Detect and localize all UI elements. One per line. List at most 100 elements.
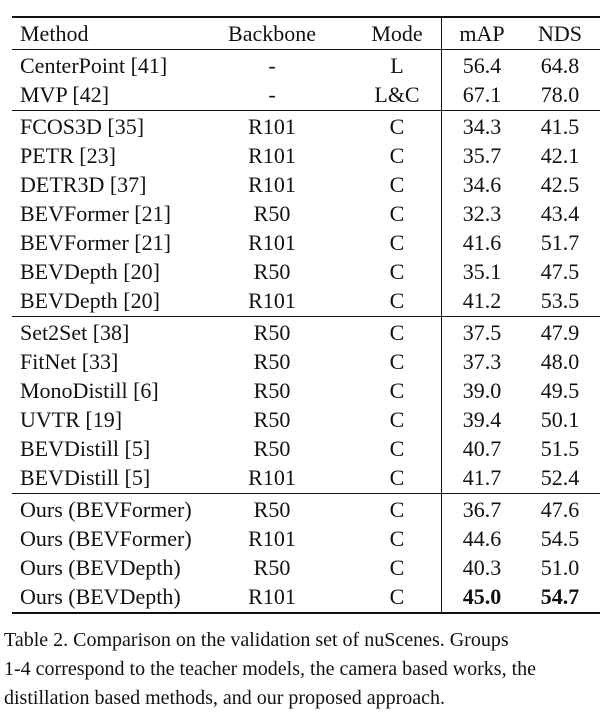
caption-line: distillation based methods, and our prop… [4,687,446,709]
cell-nds: 47.5 [540,259,580,284]
table-row: BEVDepth [20] R101 C 41.2 53.5 [12,286,600,315]
cell-backbone: R101 [248,230,296,255]
cell-method: BEVDepth [20] [20,259,160,284]
cell-mode: C [389,349,405,374]
cell-nds: 64.8 [540,53,580,78]
cell-method: BEVDistill [5] [20,465,151,490]
header-map: mAP [459,21,505,46]
table-row: Ours (BEVFormer) R101 C 44.6 54.5 [12,524,600,553]
cell-method: FCOS3D [35] [20,114,145,139]
cell-method: Ours (BEVFormer) [20,526,192,551]
table-row: MonoDistill [6] R50 C 39.0 49.5 [12,376,600,405]
cell-nds: 47.6 [540,497,580,522]
cell-map: 35.7 [462,143,502,168]
cell-mode: C [389,407,405,432]
cell-backbone: R101 [248,288,296,313]
cell-map: 45.0 [462,584,502,609]
cell-map: 37.5 [462,320,502,345]
cell-mode: C [389,114,405,139]
cell-nds: 49.5 [540,378,580,403]
cell-backbone: R50 [253,407,291,432]
header-row: Method Backbone Mode mAP NDS [12,19,600,48]
cell-nds: 47.9 [540,320,580,345]
cell-nds: 42.5 [540,172,580,197]
cell-backbone: R101 [248,584,296,609]
cell-backbone: R101 [248,172,296,197]
cell-mode: C [389,436,405,461]
cell-mode: C [389,497,405,522]
cell-mode: L&C [374,82,420,107]
cell-method: BEVDistill [5] [20,436,151,461]
cell-map: 67.1 [462,82,502,107]
table-row: MVP [42] - L&C 67.1 78.0 [12,80,600,109]
cell-mode: C [389,230,405,255]
cell-nds: 42.1 [540,143,580,168]
cell-nds: 54.5 [540,526,580,551]
cell-mode: C [389,320,405,345]
cell-backbone: R50 [253,378,291,403]
cell-map: 41.2 [462,288,502,313]
header-nds: NDS [537,21,582,46]
cell-map: 40.7 [462,436,502,461]
table-row: Ours (BEVDepth) R50 C 40.3 51.0 [12,553,600,582]
cell-map: 39.0 [462,378,502,403]
cell-map: 40.3 [462,555,502,580]
cell-mode: C [389,172,405,197]
cell-map: 41.7 [462,465,502,490]
bottom-rule [12,612,600,614]
cell-method: FitNet [33] [20,349,119,374]
cell-map: 34.3 [462,114,502,139]
cell-mode: C [389,526,405,551]
results-table: Method Backbone Mode mAP NDS CenterPoint [41]… [12,16,600,614]
cell-map: 35.1 [462,259,502,284]
cell-method: Ours (BEVFormer) [20,497,192,522]
table-row: BEVDistill [5] R50 C 40.7 51.5 [12,434,600,463]
cell-method: MVP [42] [20,82,110,107]
table-row: BEVFormer [21] R101 C 41.6 51.7 [12,228,600,257]
cell-method: PETR [23] [20,143,116,168]
table-row: FCOS3D [35] R101 C 34.3 41.5 [12,112,600,141]
cell-map: 44.6 [462,526,502,551]
cell-mode: C [389,259,405,284]
cell-method: Ours (BEVDepth) [20,555,181,580]
table-row: Ours (BEVDepth) R101 C 45.0 54.7 [12,582,600,611]
cell-backbone: - [268,53,276,78]
cell-method: Ours (BEVDepth) [20,584,181,609]
table-row: CenterPoint [41] - L 56.4 64.8 [12,51,600,80]
cell-method: BEVFormer [21] [20,230,171,255]
cell-mode: C [389,201,405,226]
cell-map: 36.7 [462,497,502,522]
cell-backbone: R101 [248,465,296,490]
cell-mode: C [389,555,405,580]
cell-map: 39.4 [462,407,502,432]
cell-nds: 51.0 [540,555,580,580]
cell-nds: 53.5 [540,288,580,313]
cell-nds: 51.7 [540,230,580,255]
cell-backbone: R50 [253,436,291,461]
cell-nds: 51.5 [540,436,580,461]
cell-backbone: R101 [248,114,296,139]
cell-backbone: R50 [253,201,291,226]
cell-backbone: R101 [248,526,296,551]
cell-nds: 43.4 [540,201,580,226]
cell-map: 37.3 [462,349,502,374]
cell-mode: C [389,288,405,313]
table-row: BEVDepth [20] R50 C 35.1 47.5 [12,257,600,286]
cell-map: 56.4 [462,53,502,78]
group-rule-4 [12,493,600,494]
cell-method: Set2Set [38] [20,320,130,345]
header-backbone: Backbone [228,21,316,46]
table-row: BEVFormer [21] R50 C 32.3 43.4 [12,199,600,228]
group-rule-1 [12,49,600,50]
cell-mode: C [389,378,405,403]
table-caption: Table 2. Comparison on the validation se… [4,626,612,713]
cell-nds: 41.5 [540,114,580,139]
cell-mode: C [389,465,405,490]
cell-map: 41.6 [462,230,502,255]
table-row: UVTR [19] R50 C 39.4 50.1 [12,405,600,434]
table-row: BEVDistill [5] R101 C 41.7 52.4 [12,463,600,492]
top-rule [12,16,600,18]
cell-map: 32.3 [462,201,502,226]
cell-nds: 48.0 [540,349,580,374]
group-rule-2 [12,110,600,111]
